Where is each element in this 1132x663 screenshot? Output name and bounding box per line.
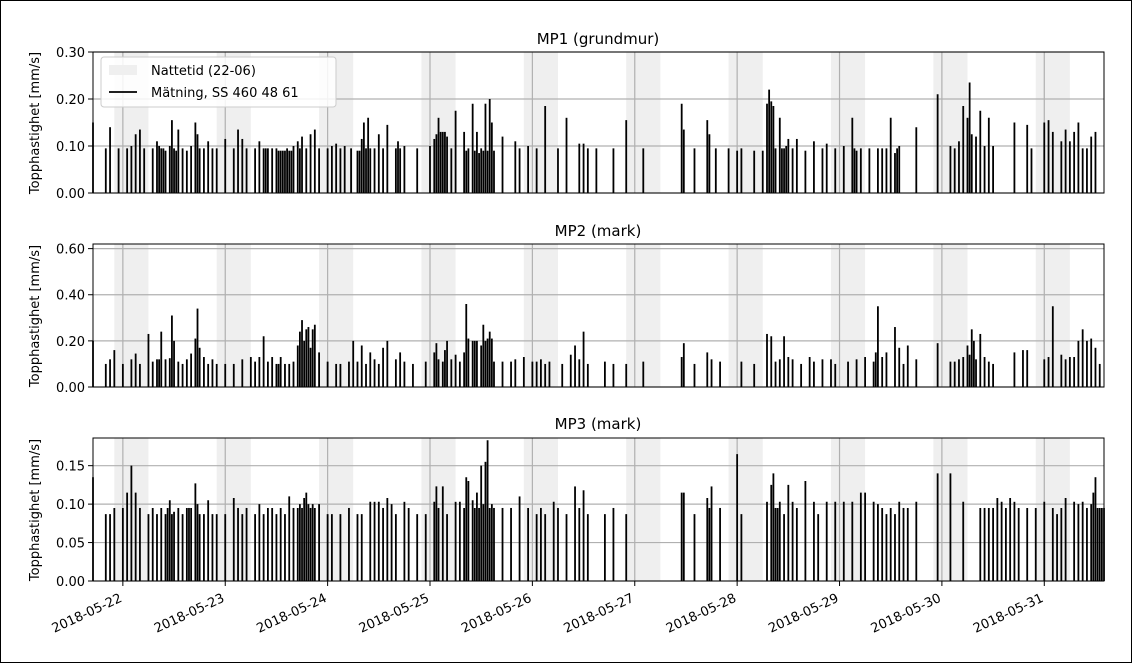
- y-tick-label: 0.20: [56, 335, 85, 350]
- data-bars: [92, 440, 1105, 581]
- y-tick-label: 0.20: [56, 93, 85, 108]
- night-band: [728, 438, 763, 581]
- y-tick-label: 0.10: [56, 140, 85, 155]
- plot-frame: [92, 243, 1105, 388]
- night-band: [319, 244, 354, 387]
- night-band: [523, 52, 558, 193]
- panel-title: MP1 (grundmur): [537, 30, 660, 48]
- panel-title: MP2 (mark): [555, 222, 642, 240]
- data-bars: [92, 82, 1097, 193]
- plot-frame: [92, 51, 1105, 194]
- y-tick-label: 0.00: [56, 575, 85, 590]
- y-axis-label: Topphastighet [mm/s]: [28, 245, 43, 388]
- night-band: [830, 52, 866, 193]
- y-axis-label: Topphastighet [mm/s]: [28, 439, 43, 582]
- y-tick-label: 0.30: [56, 46, 85, 61]
- legend-swatch-night: [109, 65, 137, 75]
- y-axis: 0.00 0.05 0.10 0.15: [56, 460, 93, 590]
- y-axis-label: Topphastighet [mm/s]: [28, 52, 43, 195]
- panel-mp1: MP1 (grundmur) Topphastighet [mm/s] 0.00…: [28, 30, 1105, 202]
- y-tick-label: 0.40: [56, 289, 85, 304]
- y-tick-label: 0.05: [56, 537, 85, 552]
- night-band: [728, 52, 763, 193]
- y-tick-label: 0.60: [56, 243, 85, 258]
- night-band: [830, 438, 866, 581]
- night-band: [728, 244, 763, 387]
- plot-frame: [92, 437, 1105, 582]
- data-bars: [92, 303, 1101, 387]
- legend-label-measure: Mätning, SS 460 48 61: [151, 86, 299, 101]
- legend-box: [100, 56, 337, 108]
- panel-title: MP3 (mark): [555, 415, 642, 433]
- y-axis: 0.00 0.10 0.20 0.30: [56, 46, 93, 202]
- y-axis: 0.00 0.20 0.40 0.60: [56, 243, 93, 396]
- night-band: [626, 438, 661, 581]
- panel-mp3: MP3 (mark) Topphastighet [mm/s] 0.00 0.05…: [28, 415, 1105, 590]
- legend-label-night: Nattetid (22-06): [151, 64, 256, 79]
- y-tick-label: 0.00: [56, 187, 85, 202]
- y-tick-label: 0.15: [56, 460, 85, 475]
- night-band: [216, 244, 251, 387]
- panel-mp2: MP2 (mark) Topphastighet [mm/s] 0.00 0.20…: [28, 222, 1105, 396]
- y-tick-label: 0.10: [56, 498, 85, 513]
- y-tick-label: 0.00: [56, 381, 85, 396]
- night-band: [319, 438, 354, 581]
- legend: Nattetid (22-06) Mätning, SS 460 48 61: [100, 56, 337, 108]
